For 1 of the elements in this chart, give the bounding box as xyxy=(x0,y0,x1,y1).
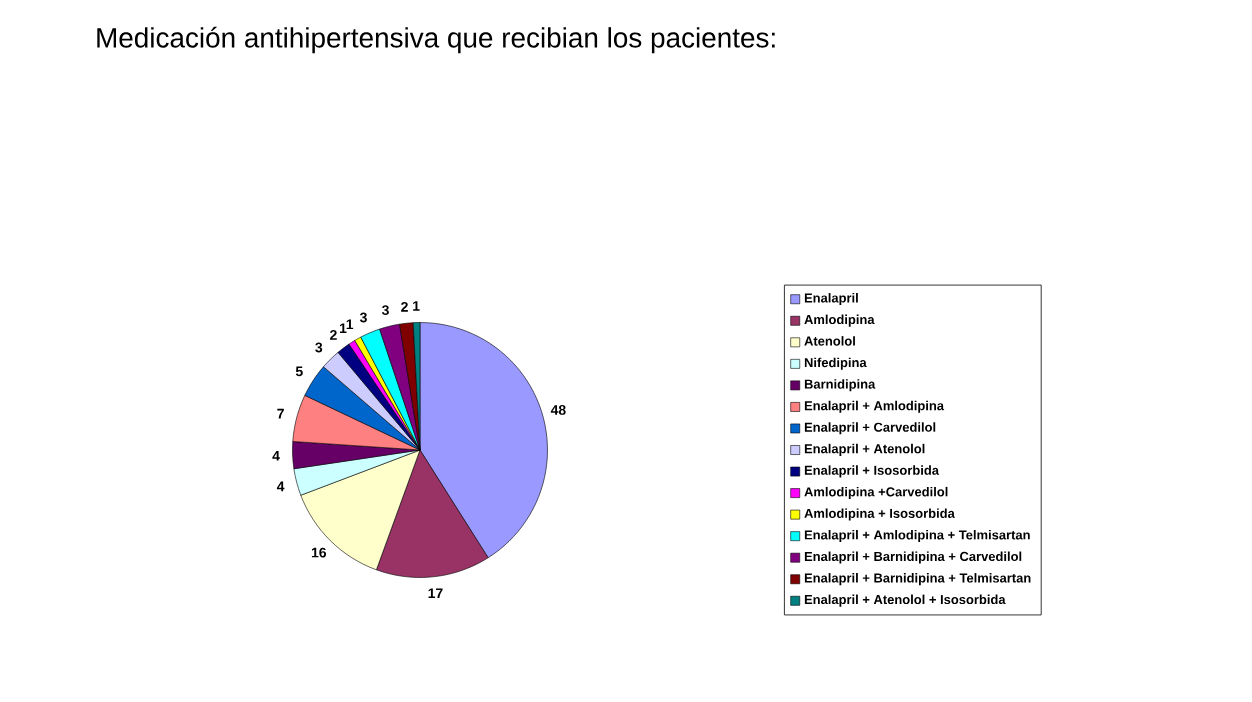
chart-title: Medicación antihipertensiva que recibian los pacientes: xyxy=(97,26,775,54)
